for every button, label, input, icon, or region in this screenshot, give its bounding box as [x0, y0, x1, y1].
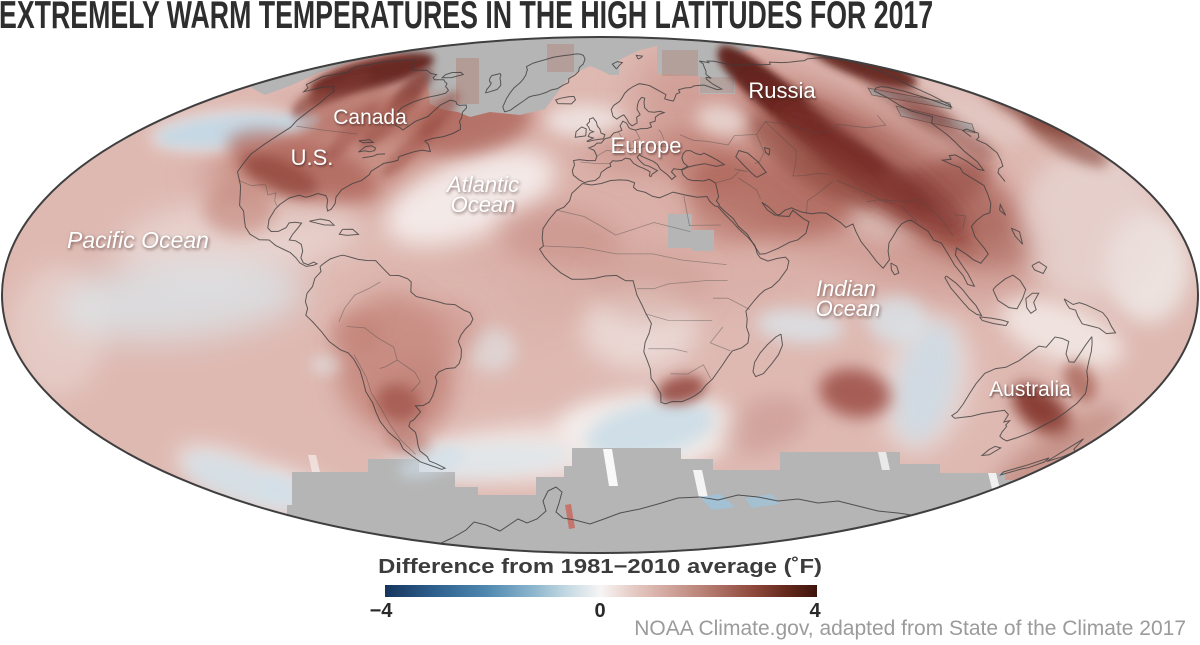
svg-text:Russia: Russia: [748, 78, 816, 103]
svg-text:Canada: Canada: [333, 106, 407, 129]
svg-text:Ocean: Ocean: [451, 192, 516, 217]
svg-text:Indian: Indian: [816, 276, 876, 301]
svg-text:Europe: Europe: [611, 133, 682, 158]
svg-text:Atlantic: Atlantic: [445, 172, 519, 197]
svg-text:Pacific Ocean: Pacific Ocean: [67, 227, 209, 253]
svg-text:Australia: Australia: [989, 378, 1071, 401]
svg-text:Ocean: Ocean: [816, 296, 881, 321]
svg-text:U.S.: U.S.: [291, 145, 334, 170]
